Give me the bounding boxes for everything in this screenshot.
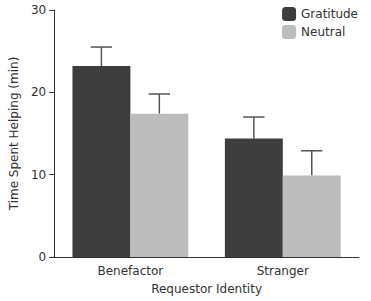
svg-text:Benefactor: Benefactor xyxy=(97,264,163,278)
svg-text:Neutral: Neutral xyxy=(301,25,345,39)
svg-text:Stranger: Stranger xyxy=(257,264,309,278)
svg-text:10: 10 xyxy=(31,168,46,182)
svg-text:0: 0 xyxy=(39,250,47,264)
svg-text:Gratitude: Gratitude xyxy=(301,7,358,21)
svg-text:30: 30 xyxy=(31,3,46,17)
svg-text:Time Spent Helping (min): Time Spent Helping (min) xyxy=(7,57,21,212)
svg-text:20: 20 xyxy=(31,85,46,99)
svg-text:Requestor Identity: Requestor Identity xyxy=(151,282,262,296)
